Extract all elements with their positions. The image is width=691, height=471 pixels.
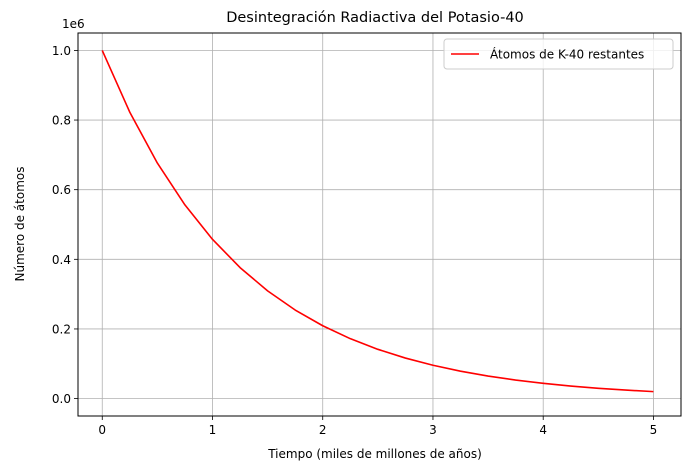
series-line-k40 <box>101 50 654 393</box>
plot-frame <box>77 32 682 417</box>
y-tick-label: 1.0 <box>52 44 71 58</box>
y-axis-label: Número de átomos <box>13 167 27 282</box>
y-tick-label: 0.4 <box>52 253 71 267</box>
y-tick-label: 0.6 <box>52 183 71 197</box>
x-tick-label: 2 <box>319 423 327 437</box>
y-tick-label: 0.0 <box>52 392 71 406</box>
x-tick-label: 3 <box>429 423 437 437</box>
y-offset-label: 1e6 <box>62 17 85 31</box>
x-tick-label: 5 <box>650 423 658 437</box>
y-tick-label: 0.2 <box>52 322 71 336</box>
chart-title: Desintegración Radiactiva del Potasio-40 <box>226 10 524 26</box>
x-axis-label: Tiempo (miles de millones de años) <box>267 447 482 461</box>
x-tick-label: 4 <box>539 423 547 437</box>
x-tick-label: 0 <box>98 423 106 437</box>
axis-ticks: 0 1 2 3 4 5 0.0 0.2 0.4 0.6 0.8 1.0 <box>52 44 657 437</box>
legend: Átomos de K-40 restantes <box>443 38 674 70</box>
grid <box>78 33 681 416</box>
legend-entry-label: Átomos de K-40 restantes <box>490 47 644 62</box>
x-tick-label: 1 <box>209 423 217 437</box>
y-tick-label: 0.8 <box>52 114 71 128</box>
legend-box <box>443 38 674 70</box>
